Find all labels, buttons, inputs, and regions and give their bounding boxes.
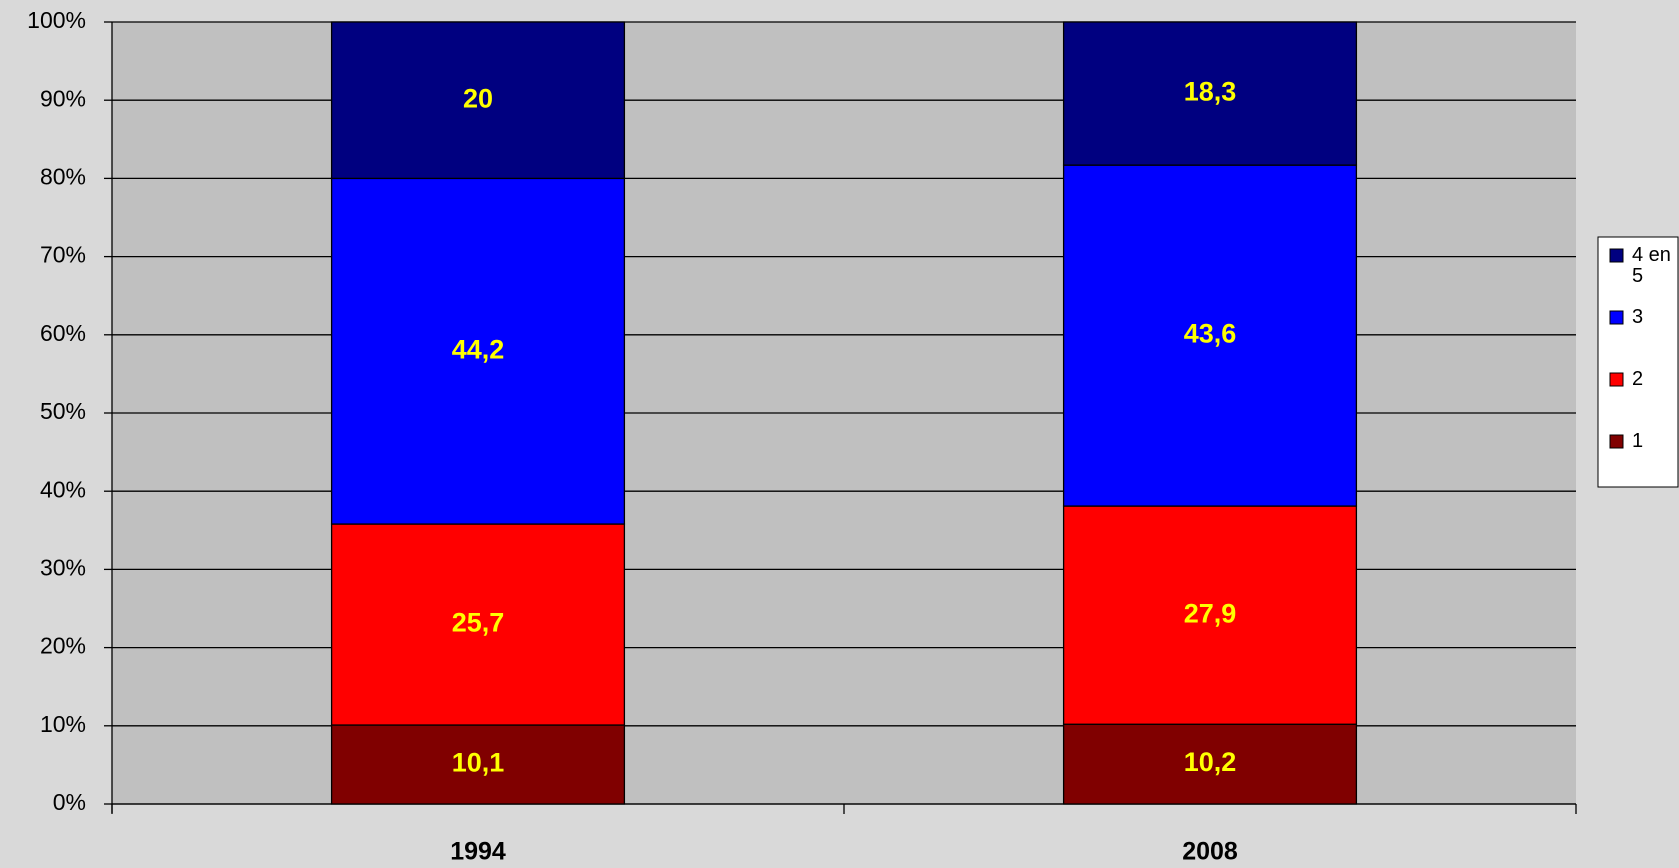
legend-label: 2	[1632, 368, 1644, 390]
y-tick-label: 70%	[40, 242, 86, 268]
data-label: 27,9	[1184, 598, 1237, 628]
x-tick-label: 1994	[450, 838, 506, 866]
legend-swatch	[1609, 310, 1624, 325]
bar-segment	[330, 724, 626, 805]
data-label: 25,7	[452, 608, 505, 638]
bar-segment	[1062, 505, 1358, 725]
y-tick-label: 50%	[40, 398, 86, 424]
y-tick-label: 60%	[40, 320, 86, 346]
legend-label: 4 en 5	[1632, 244, 1671, 287]
legend-label: 3	[1632, 306, 1644, 328]
x-tick-label: 2008	[1182, 838, 1238, 866]
legend-swatch	[1609, 434, 1624, 449]
y-tick-label: 20%	[40, 633, 86, 659]
legend-swatch	[1609, 248, 1624, 263]
y-tick-label: 0%	[53, 789, 86, 815]
data-label: 10,2	[1184, 747, 1237, 777]
legend-swatch	[1609, 372, 1624, 387]
y-tick-label: 80%	[40, 163, 86, 189]
bar-segment	[1062, 164, 1358, 507]
data-label: 18,3	[1184, 77, 1237, 107]
data-label: 10,1	[452, 748, 505, 778]
data-label: 43,6	[1184, 319, 1237, 349]
y-tick-label: 90%	[40, 85, 86, 111]
legend-label: 1	[1632, 430, 1644, 452]
y-tick-label: 30%	[40, 554, 86, 580]
y-tick-label: 100%	[27, 7, 86, 33]
bar-segment	[1062, 723, 1358, 805]
bar-segment	[1062, 21, 1358, 166]
y-tick-label: 10%	[40, 711, 86, 737]
data-label: 20	[463, 83, 493, 113]
bar-segment	[330, 21, 626, 180]
bar-segment	[330, 523, 626, 726]
y-tick-label: 40%	[40, 476, 86, 502]
data-label: 44,2	[452, 334, 505, 364]
